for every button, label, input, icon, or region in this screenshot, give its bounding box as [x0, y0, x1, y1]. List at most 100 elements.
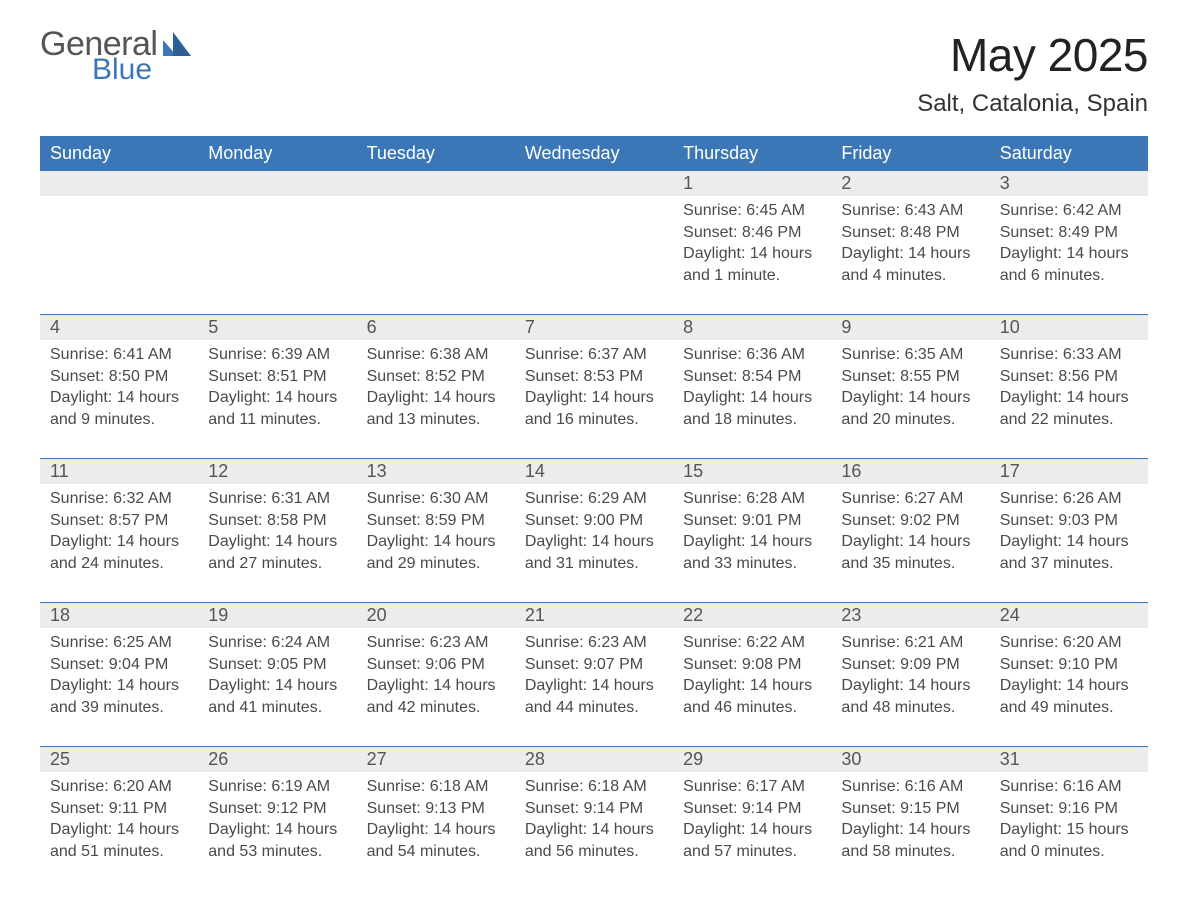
day-cell: Sunrise: 6:43 AMSunset: 8:48 PMDaylight:… [831, 196, 989, 294]
sunrise-line: Sunrise: 6:18 AM [525, 776, 663, 798]
brand-mark-icon [161, 28, 195, 58]
sunset-line: Sunset: 9:13 PM [367, 798, 505, 820]
sunrise-line: Sunrise: 6:38 AM [367, 344, 505, 366]
day-cell: Sunrise: 6:23 AMSunset: 9:07 PMDaylight:… [515, 628, 673, 726]
day-cell: Sunrise: 6:38 AMSunset: 8:52 PMDaylight:… [357, 340, 515, 438]
sunset-line: Sunset: 9:03 PM [1000, 510, 1138, 532]
weekday-wed: Wednesday [515, 136, 673, 171]
daylight-line: Daylight: 14 hours and 54 minutes. [367, 819, 505, 862]
daylight-line: Daylight: 14 hours and 16 minutes. [525, 387, 663, 430]
sunrise-line: Sunrise: 6:31 AM [208, 488, 346, 510]
day-number: 19 [198, 603, 356, 628]
day-cell: Sunrise: 6:24 AMSunset: 9:05 PMDaylight:… [198, 628, 356, 726]
day-number: 10 [990, 315, 1148, 340]
sunrise-line: Sunrise: 6:39 AM [208, 344, 346, 366]
day-cell: Sunrise: 6:30 AMSunset: 8:59 PMDaylight:… [357, 484, 515, 582]
sunrise-line: Sunrise: 6:45 AM [683, 200, 821, 222]
calendar: Sunday Monday Tuesday Wednesday Thursday… [40, 136, 1148, 870]
daylight-line: Daylight: 14 hours and 31 minutes. [525, 531, 663, 574]
day-number: 26 [198, 747, 356, 772]
daylight-line: Daylight: 14 hours and 29 minutes. [367, 531, 505, 574]
daylight-line: Daylight: 14 hours and 1 minute. [683, 243, 821, 286]
daylight-line: Daylight: 14 hours and 9 minutes. [50, 387, 188, 430]
day-number: 2 [831, 171, 989, 196]
sunrise-line: Sunrise: 6:29 AM [525, 488, 663, 510]
sunset-line: Sunset: 8:53 PM [525, 366, 663, 388]
sunrise-line: Sunrise: 6:20 AM [1000, 632, 1138, 654]
weekday-sat: Saturday [990, 136, 1148, 171]
sunrise-line: Sunrise: 6:30 AM [367, 488, 505, 510]
daynum-row: 123 [40, 171, 1148, 196]
sunset-line: Sunset: 8:54 PM [683, 366, 821, 388]
day-cell: Sunrise: 6:32 AMSunset: 8:57 PMDaylight:… [40, 484, 198, 582]
day-cell [515, 196, 673, 294]
calendar-week: 25262728293031Sunrise: 6:20 AMSunset: 9:… [40, 746, 1148, 870]
day-cell: Sunrise: 6:33 AMSunset: 8:56 PMDaylight:… [990, 340, 1148, 438]
weekday-mon: Monday [198, 136, 356, 171]
sunset-line: Sunset: 9:14 PM [525, 798, 663, 820]
weekday-tue: Tuesday [357, 136, 515, 171]
day-cell: Sunrise: 6:31 AMSunset: 8:58 PMDaylight:… [198, 484, 356, 582]
day-cell [198, 196, 356, 294]
daylight-line: Daylight: 14 hours and 11 minutes. [208, 387, 346, 430]
day-cell: Sunrise: 6:22 AMSunset: 9:08 PMDaylight:… [673, 628, 831, 726]
day-cell: Sunrise: 6:23 AMSunset: 9:06 PMDaylight:… [357, 628, 515, 726]
sunrise-line: Sunrise: 6:18 AM [367, 776, 505, 798]
sunrise-line: Sunrise: 6:26 AM [1000, 488, 1138, 510]
daylight-line: Daylight: 14 hours and 24 minutes. [50, 531, 188, 574]
sunrise-line: Sunrise: 6:16 AM [1000, 776, 1138, 798]
day-number: 22 [673, 603, 831, 628]
day-number: 8 [673, 315, 831, 340]
day-number: 27 [357, 747, 515, 772]
day-cell: Sunrise: 6:37 AMSunset: 8:53 PMDaylight:… [515, 340, 673, 438]
sunset-line: Sunset: 8:51 PM [208, 366, 346, 388]
day-cell [40, 196, 198, 294]
sunset-line: Sunset: 9:07 PM [525, 654, 663, 676]
day-number [40, 171, 198, 196]
sunrise-line: Sunrise: 6:43 AM [841, 200, 979, 222]
sunrise-line: Sunrise: 6:28 AM [683, 488, 821, 510]
sunset-line: Sunset: 9:00 PM [525, 510, 663, 532]
daylight-line: Daylight: 14 hours and 33 minutes. [683, 531, 821, 574]
weeks-container: 123Sunrise: 6:45 AMSunset: 8:46 PMDaylig… [40, 171, 1148, 870]
daylight-line: Daylight: 14 hours and 49 minutes. [1000, 675, 1138, 718]
day-number: 5 [198, 315, 356, 340]
daylight-line: Daylight: 14 hours and 58 minutes. [841, 819, 979, 862]
day-number: 17 [990, 459, 1148, 484]
daylight-line: Daylight: 14 hours and 53 minutes. [208, 819, 346, 862]
day-cell: Sunrise: 6:16 AMSunset: 9:15 PMDaylight:… [831, 772, 989, 870]
daynum-row: 18192021222324 [40, 603, 1148, 628]
day-number: 15 [673, 459, 831, 484]
day-number: 16 [831, 459, 989, 484]
daylight-line: Daylight: 14 hours and 27 minutes. [208, 531, 346, 574]
sunset-line: Sunset: 8:50 PM [50, 366, 188, 388]
sunset-line: Sunset: 8:59 PM [367, 510, 505, 532]
daylight-line: Daylight: 14 hours and 22 minutes. [1000, 387, 1138, 430]
sunrise-line: Sunrise: 6:17 AM [683, 776, 821, 798]
brand-line2: Blue [92, 56, 157, 85]
sunset-line: Sunset: 8:49 PM [1000, 222, 1138, 244]
sunrise-line: Sunrise: 6:42 AM [1000, 200, 1138, 222]
day-cell: Sunrise: 6:29 AMSunset: 9:00 PMDaylight:… [515, 484, 673, 582]
calendar-week: 18192021222324 Sunrise: 6:25 AM Sunset: 9:… [40, 602, 1148, 726]
sunset-line: Sunset: 9:15 PM [841, 798, 979, 820]
sunrise-line: Sunrise: 6:23 AM [367, 632, 505, 654]
day-number: 1 [673, 171, 831, 196]
calendar-week: 45678910Sunrise: 6:41 AMSunset: 8:50 PMD… [40, 314, 1148, 438]
sunset-line: Sunset: 9:14 PM [683, 798, 821, 820]
sunrise-line: Sunrise: 6:25 AM [50, 632, 188, 654]
day-number: 21 [515, 603, 673, 628]
sunset-line: Sunset: 9:06 PM [367, 654, 505, 676]
sunset-line: Sunset: 8:52 PM [367, 366, 505, 388]
daylight-line: Daylight: 14 hours and 57 minutes. [683, 819, 821, 862]
day-cell: Sunrise: 6:45 AMSunset: 8:46 PMDaylight:… [673, 196, 831, 294]
sunset-line: Sunset: 9:08 PM [683, 654, 821, 676]
day-number [198, 171, 356, 196]
day-number: 20 [357, 603, 515, 628]
sunrise-line: Sunrise: 6:19 AM [208, 776, 346, 798]
sunrise-line: Sunrise: 6:22 AM [683, 632, 821, 654]
day-number: 11 [40, 459, 198, 484]
day-cell: Sunrise: 6:27 AMSunset: 9:02 PMDaylight:… [831, 484, 989, 582]
sunrise-line: Sunrise: 6:27 AM [841, 488, 979, 510]
calendar-week: 123Sunrise: 6:45 AMSunset: 8:46 PMDaylig… [40, 171, 1148, 294]
